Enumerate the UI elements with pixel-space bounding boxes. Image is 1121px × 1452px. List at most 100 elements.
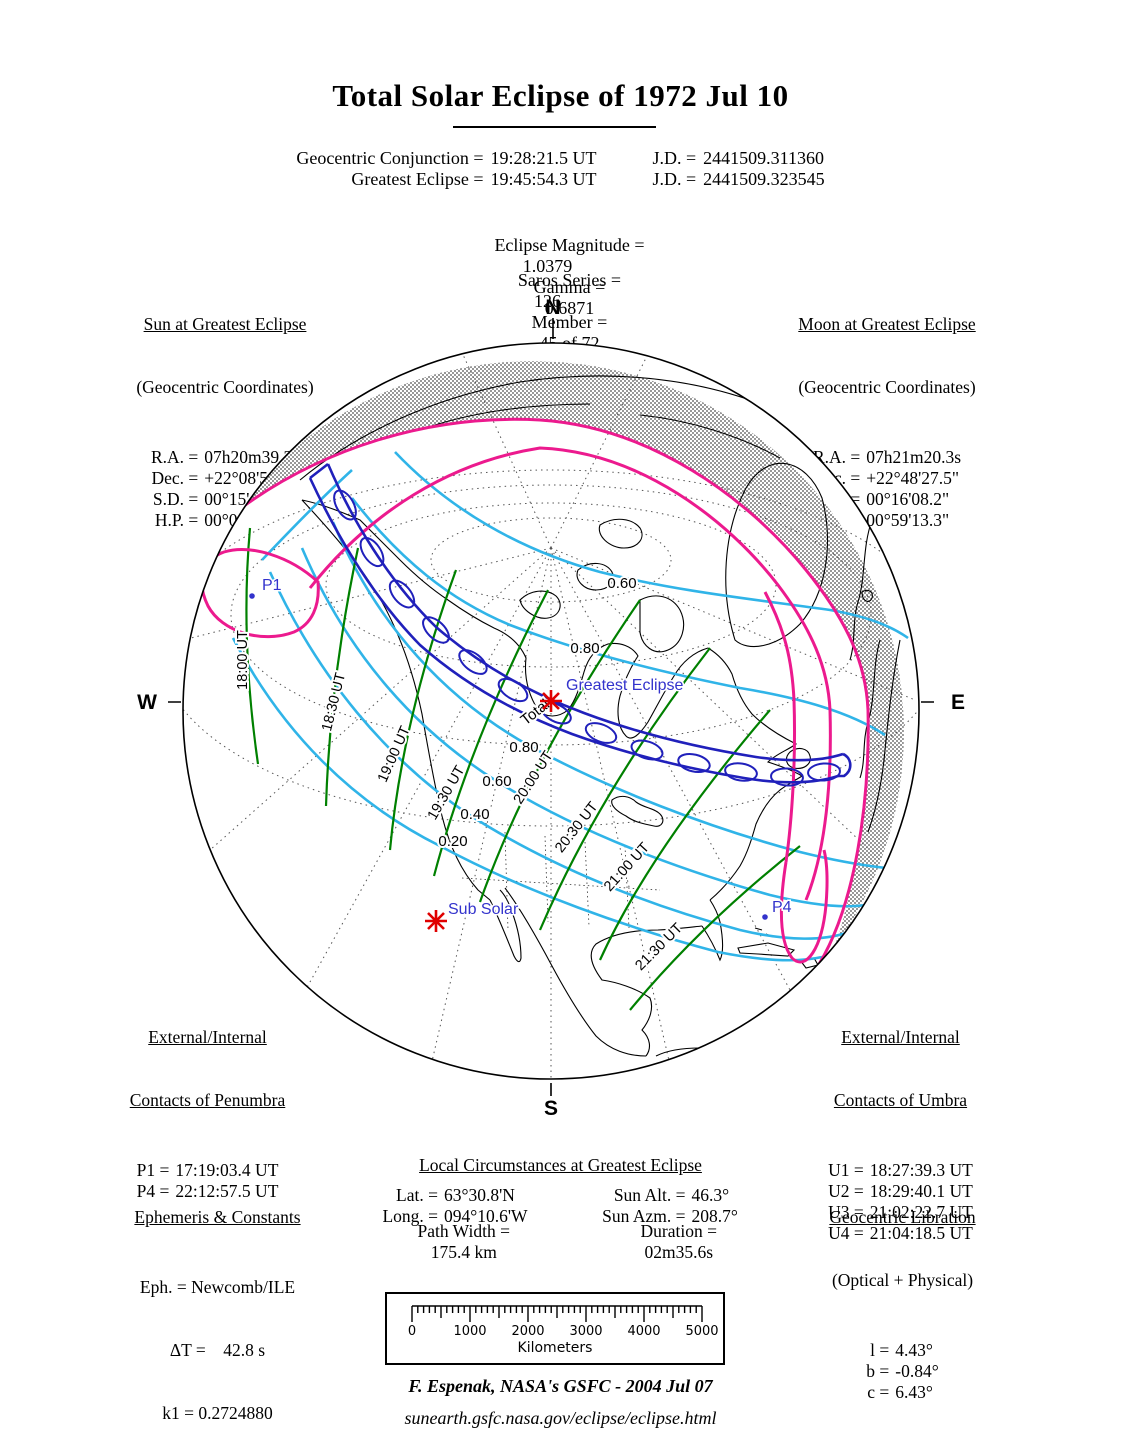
mag-label-040-south: 0.40	[460, 806, 489, 823]
p4-label: P4	[772, 899, 792, 916]
libration-l-label: l =	[870, 1340, 890, 1360]
scale-num-4000: 4000	[627, 1324, 661, 1339]
u1-time-label: U1 =	[828, 1160, 864, 1180]
p4-time-value: 22:12:57.5 UT	[175, 1181, 279, 1201]
ephemeris-line2: ΔT = 42.8 s	[169, 1340, 266, 1360]
path-width-value: 175.4 km	[430, 1242, 497, 1262]
umbra-title-1: External/Internal	[841, 1027, 960, 1047]
greatest-eclipse-label-map: Greatest Eclipse	[566, 677, 683, 694]
sub-solar-marker	[425, 910, 447, 932]
title-underline	[453, 126, 656, 128]
moon-hp-value: 00°59'13.3"	[866, 510, 950, 530]
saros-label: Saros Series =	[517, 270, 622, 290]
sun-azm-label: Sun Azm. =	[602, 1206, 686, 1226]
scale-num-1000: 1000	[453, 1324, 487, 1339]
libration-title: Geocentric Libration	[829, 1207, 976, 1227]
scale-num-0: 0	[407, 1324, 417, 1339]
u2-time-value: 18:29:40.1 UT	[869, 1181, 973, 1201]
lat-label: Lat. =	[396, 1185, 438, 1205]
conjunction-rows: Geocentric Conjunction = 19:28:21.5 UT J…	[296, 148, 824, 190]
sun-ra-value: 07h20m39.3s	[204, 447, 300, 467]
sun-ra-label: R.A. =	[150, 447, 199, 467]
sun-alt-value: 46.3°	[691, 1185, 730, 1205]
mag-label-060-south: 0.60	[482, 773, 511, 790]
duration-line: Duration = 02m35.6s	[545, 1200, 795, 1284]
conjunction-label: Geocentric Conjunction =	[296, 148, 484, 168]
ephemeris-panel: Ephemeris & Constants Eph. = Newcomb/ILE…	[95, 1165, 340, 1452]
penumbra-rows: P1 = 17:19:03.4 UT P4 = 22:12:57.5 UT	[95, 1160, 320, 1202]
magnitude-label: Eclipse Magnitude =	[494, 235, 645, 255]
umbra-outlines	[333, 489, 841, 787]
eclipse-map: 0.60 0.80 0.80 0.60 0.40 0.20 18:00 UT 1…	[137, 296, 965, 1120]
p1-point	[249, 593, 255, 599]
local-circumstances-panel: Local Circumstances at Greatest Eclipse	[0, 1113, 1121, 1218]
moon-panel-subtitle: (Geocentric Coordinates)	[798, 377, 976, 397]
libration-panel: Geocentric Libration (Optical + Physical…	[785, 1165, 1020, 1452]
duration-label: Duration =	[640, 1221, 717, 1241]
ephemeris-title: Ephemeris & Constants	[134, 1207, 301, 1227]
long-value: 094°10.6'W	[444, 1206, 528, 1226]
ruler-ticks	[411, 1305, 703, 1322]
libration-l-value: 4.43°	[895, 1340, 933, 1360]
greatest-eclipse-value: 19:45:54.3 UT	[490, 169, 597, 189]
sub-solar-label-map: Sub Solar	[448, 901, 519, 918]
compass-north: N	[545, 296, 560, 319]
page-title: Total Solar Eclipse of 1972 Jul 10	[332, 78, 789, 113]
umbra-rows: U1 = 18:27:39.3 UT U2 = 18:29:40.1 UT U3 =…	[788, 1160, 1013, 1244]
libration-b-label: b =	[866, 1361, 890, 1381]
mag-label-020-south: 0.20	[438, 833, 467, 850]
map-blue-labels: Greatest Eclipse Sub Solar P1 P4	[261, 576, 794, 920]
ut-label-1800: 18:00 UT	[235, 630, 251, 690]
coastlines	[299, 375, 901, 1077]
moon-dec-value: +22°48'27.5"	[866, 468, 960, 488]
umbra-contacts-panel: External/Internal Contacts of Umbra U1 =…	[788, 985, 1013, 1286]
jd2-label: J.D. =	[652, 169, 697, 189]
greatest-eclipse-marker	[540, 690, 562, 712]
scale-ruler	[411, 1305, 703, 1322]
u4-time-label: U4 =	[828, 1223, 864, 1243]
penumbra-contacts-panel: External/Internal Contacts of Penumbra P…	[95, 985, 320, 1244]
duration-value: 02m35.6s	[644, 1242, 714, 1262]
umbra-title-2: Contacts of Umbra	[833, 1090, 968, 1110]
scale-unit-label: Kilometers	[517, 1340, 593, 1356]
u1-time-value: 18:27:39.3 UT	[869, 1160, 973, 1180]
contour-labels: 0.60 0.80 0.80 0.60 0.40 0.20	[436, 573, 638, 852]
conjunction-value: 19:28:21.5 UT	[490, 148, 597, 168]
jd1-label: J.D. =	[652, 148, 697, 168]
credit-url: sunearth.gsfc.nasa.gov/eclipse/eclipse.h…	[404, 1408, 717, 1428]
mag-label-060-north: 0.60	[607, 575, 636, 592]
u2-time-label: U2 =	[828, 1181, 864, 1201]
long-label: Long. =	[382, 1206, 438, 1226]
umbral-path	[308, 462, 852, 787]
sun-panel-subtitle: (Geocentric Coordinates)	[136, 377, 314, 397]
scale-num-2000: 2000	[511, 1324, 545, 1339]
libration-c-label: c =	[867, 1382, 890, 1402]
p1-label: P1	[262, 577, 282, 594]
penumbral-limits	[200, 417, 870, 973]
p4-time-label: P4 =	[136, 1181, 170, 1201]
scale-numbers: 0 1000 2000 3000 4000 5000	[387, 1324, 723, 1340]
libration-c-value: 6.43°	[895, 1382, 933, 1402]
greatest-eclipse-label: Greatest Eclipse =	[351, 169, 484, 189]
jd1-value: 2441509.311360	[703, 148, 824, 168]
markers	[249, 593, 768, 932]
moon-sd-value: 00°16'08.2"	[866, 489, 950, 509]
time-contours	[245, 527, 801, 1011]
jd2-value: 2441509.323545	[703, 169, 825, 189]
path-width-line: Path Width = 175.4 km	[330, 1200, 580, 1284]
credit-line: F. Espenak, NASA's GSFC - 2004 Jul 07	[408, 1376, 713, 1396]
moon-panel-title: Moon at Greatest Eclipse	[798, 314, 976, 334]
u3-time-label: U3 =	[828, 1202, 864, 1222]
gamma-label: Gamma =	[533, 277, 606, 297]
globe-outline	[182, 342, 920, 1080]
magnitude-line: Eclipse Magnitude = 1.0379 Gamma = 0.687…	[0, 214, 1121, 340]
sun-alt-label: Sun Alt. =	[613, 1185, 686, 1205]
local-latlong: Lat. = 63°30.8'N Long. = 094°10.6'W	[330, 1143, 580, 1269]
ephemeris-line3: k1 = 0.2724880	[162, 1403, 273, 1423]
scale-num-5000: 5000	[685, 1324, 719, 1339]
magnitude-value: 1.0379	[522, 256, 573, 276]
sun-sd-label: S.D. =	[152, 489, 199, 509]
ephemeris-line1: Eph. = Newcomb/ILE	[139, 1277, 296, 1297]
penumbra-title-2: Contacts of Penumbra	[129, 1090, 286, 1110]
